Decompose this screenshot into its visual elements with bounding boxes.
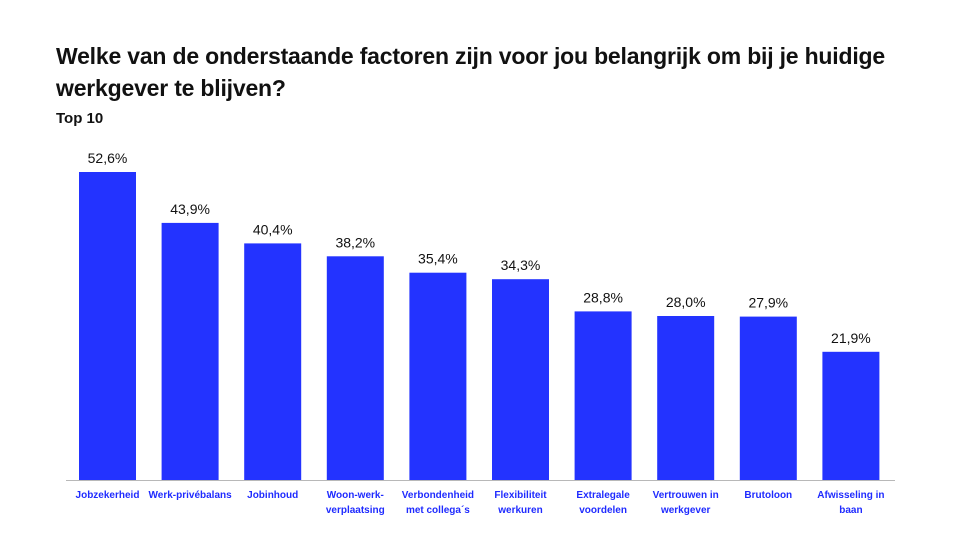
category-label-7: Extralegale voordelen	[576, 490, 630, 516]
category-label-5: Verbondenheid met collega´s	[402, 490, 474, 516]
category-label-8: Vertrouwen in werkgever	[653, 490, 719, 516]
value-label-4: 38,2%	[335, 234, 375, 250]
value-labels-group: 52,6% 43,9% 40,4% 38,2% 35,4% 34,3% 28,8% 28,0%…	[88, 150, 871, 346]
bar-7	[574, 311, 632, 480]
value-label-7: 28,8%	[583, 289, 623, 305]
category-label-2: Werk-privébalans	[149, 490, 233, 501]
category-label-4: Woon-werk-verplaatsing	[326, 490, 385, 516]
bar-6	[492, 279, 549, 480]
chart-subtitle: Top 10	[56, 110, 104, 127]
bar-8	[657, 316, 715, 480]
category-label-3: Jobinhoud	[247, 490, 298, 501]
value-label-1: 52,6%	[88, 150, 128, 166]
category-label-9: Brutoloon	[744, 490, 792, 501]
bar-3	[244, 243, 302, 480]
value-label-9: 27,9%	[748, 295, 788, 311]
bar-5	[409, 272, 467, 480]
category-label-1: Jobzekerheid	[76, 490, 140, 501]
value-label-2: 43,9%	[170, 201, 210, 217]
bars-group	[79, 172, 880, 480]
bar-10	[822, 351, 880, 480]
value-label-6: 34,3%	[501, 257, 541, 273]
category-labels-group: Jobzekerheid Werk-privébalans Jobinhoud Woo…	[76, 490, 885, 516]
value-label-5: 35,4%	[418, 251, 458, 267]
value-label-8: 28,0%	[666, 294, 706, 310]
bar-9	[739, 316, 797, 480]
chart-title: Welke van de onderstaande factoren zijn …	[56, 43, 885, 101]
bar-4	[326, 256, 384, 480]
bar-2	[161, 222, 219, 480]
value-label-3: 40,4%	[253, 221, 293, 237]
bar-1	[79, 172, 136, 480]
category-label-10: Afwisseling in baan	[817, 490, 884, 516]
category-label-6: Flexibiliteit werkuren	[494, 490, 547, 516]
value-label-10: 21,9%	[831, 330, 871, 346]
